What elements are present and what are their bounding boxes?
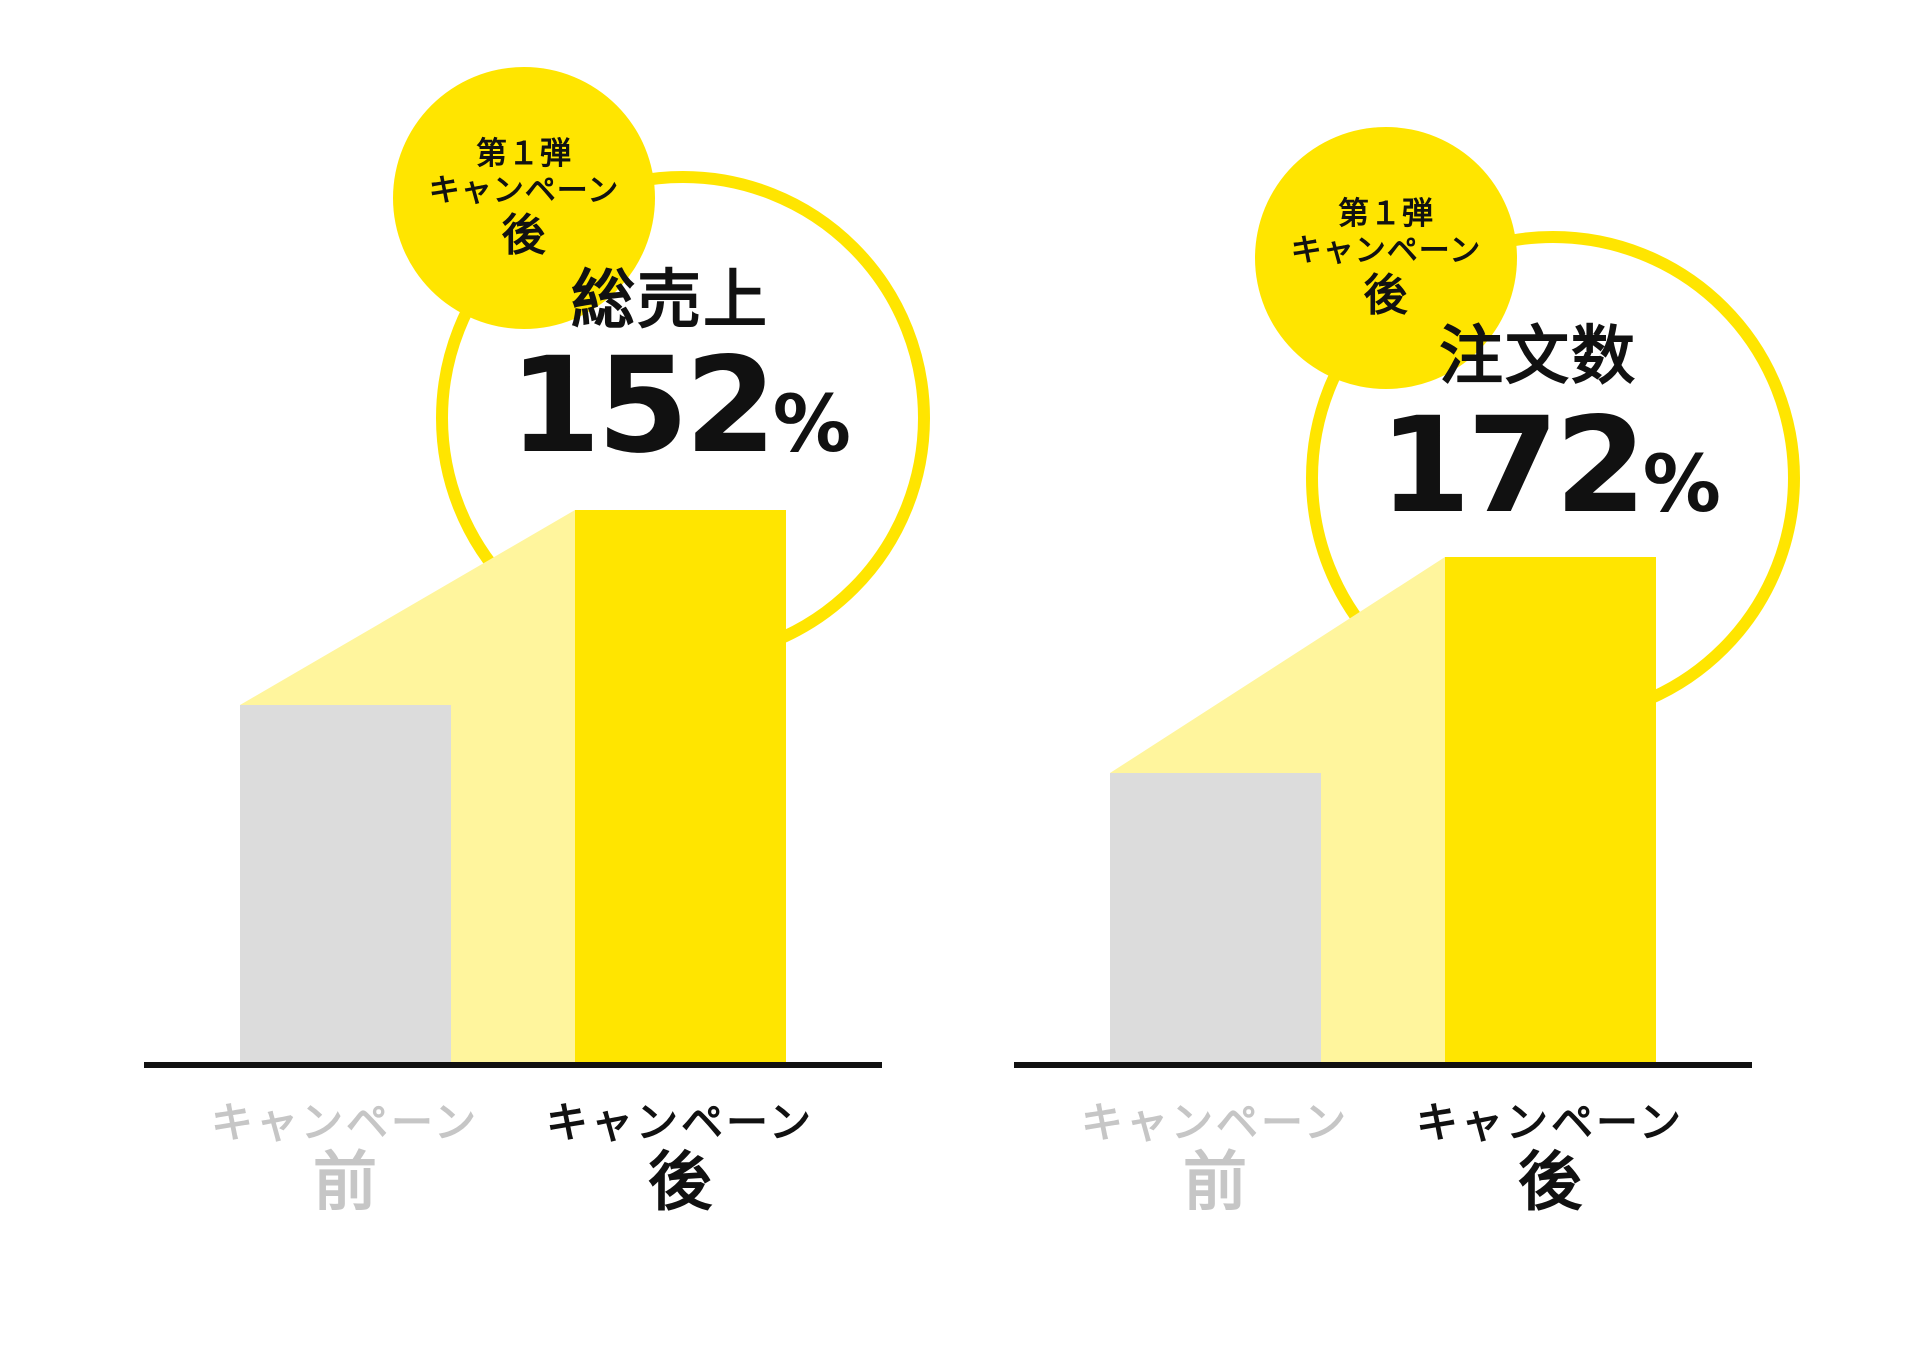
metric-unit: % bbox=[772, 380, 851, 470]
category-label-top: キャンペーン bbox=[1416, 1098, 1684, 1147]
growth-projection bbox=[240, 510, 575, 1063]
badge-line-2: キャンペーン bbox=[428, 173, 620, 209]
badge-line-3: 後 bbox=[501, 210, 547, 261]
x-axis-line bbox=[144, 1062, 882, 1068]
category-label-after: キャンペーン 後 bbox=[530, 1098, 830, 1218]
bar-after bbox=[1445, 557, 1656, 1063]
chart-panel-sales: 第１弾 キャンペーン 後 総売上 152% キャンペーン 前 キャンペーン 後 bbox=[144, 67, 930, 1218]
metric-label: 注文数 bbox=[1439, 320, 1637, 394]
category-label-after: キャンペーン 後 bbox=[1400, 1098, 1700, 1218]
badge-line-3: 後 bbox=[1363, 270, 1409, 321]
category-label-before: キャンペーン 前 bbox=[195, 1098, 495, 1218]
metric-number: 172 bbox=[1379, 389, 1647, 543]
category-label-top: キャンペーン bbox=[211, 1098, 479, 1147]
category-label-bottom: 前 bbox=[313, 1146, 377, 1220]
category-label-bottom: 後 bbox=[1518, 1146, 1582, 1220]
category-label-before: キャンペーン 前 bbox=[1065, 1098, 1365, 1218]
badge-text: 第１弾 キャンペーン 後 bbox=[404, 136, 644, 262]
campaign-badge bbox=[393, 67, 655, 329]
chart-panel-orders: 第１弾 キャンペーン 後 注文数 172% キャンペーン 前 キャンペーン 後 bbox=[870, 0, 1834, 1350]
x-axis-line bbox=[1014, 1062, 1752, 1068]
badge-line-1: 第１弾 bbox=[476, 136, 572, 172]
bar-before bbox=[240, 705, 451, 1063]
chart-svg-sales bbox=[144, 67, 930, 1068]
metric-label: 総売上 bbox=[571, 264, 769, 338]
bar-before bbox=[1110, 773, 1321, 1063]
campaign-badge bbox=[1255, 127, 1517, 389]
metric-unit: % bbox=[1642, 440, 1721, 530]
category-label-top: キャンペーン bbox=[546, 1098, 814, 1147]
badge-line-2: キャンペーン bbox=[1290, 233, 1482, 269]
bar-after bbox=[575, 510, 786, 1063]
metric-value: 172% bbox=[1350, 396, 1750, 555]
category-label-top: キャンペーン bbox=[1081, 1098, 1349, 1147]
category-label-bottom: 後 bbox=[648, 1146, 712, 1220]
chart-svg-orders bbox=[1014, 127, 1800, 1068]
metric-number: 152 bbox=[509, 329, 777, 483]
badge-text: 第１弾 キャンペーン 後 bbox=[1266, 196, 1506, 322]
metric-value: 152% bbox=[480, 336, 880, 495]
growth-projection bbox=[1110, 557, 1445, 1063]
badge-line-1: 第１弾 bbox=[1338, 196, 1434, 232]
category-label-bottom: 前 bbox=[1183, 1146, 1247, 1220]
